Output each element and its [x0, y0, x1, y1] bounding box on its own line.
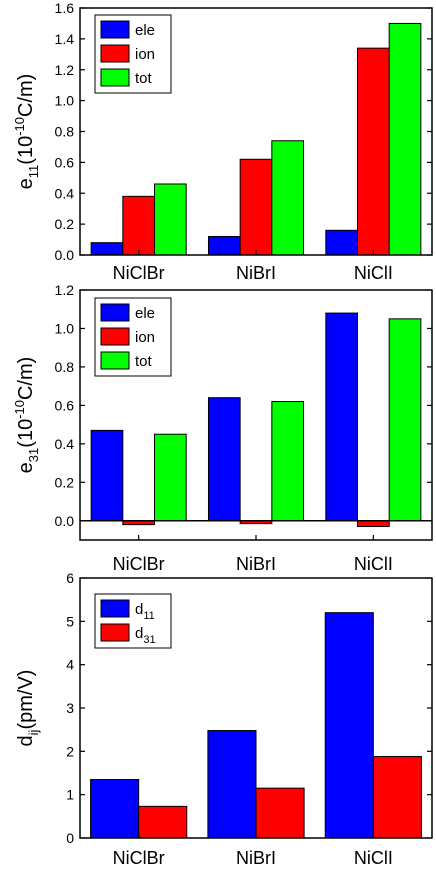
legend-swatch	[100, 68, 130, 87]
legend-label: tot	[135, 70, 153, 87]
x-tick-label: NiBrI	[236, 554, 276, 574]
y-tick-label: 0.2	[55, 216, 75, 232]
bar	[271, 401, 305, 522]
legend-label: d31	[135, 625, 156, 646]
x-tick-label: NiClI	[354, 554, 393, 574]
legend-swatch	[100, 623, 130, 642]
x-tick-label: NiBrI	[236, 848, 276, 868]
bar	[271, 140, 305, 256]
y-axis-label-part: 31	[26, 448, 41, 462]
y-axis-label: e31(10-10C/m)	[12, 357, 41, 474]
bar	[255, 787, 305, 839]
y-axis-label: dij(pm/V)	[15, 670, 41, 747]
plot-frame	[79, 577, 433, 839]
y-tick-label: 5	[66, 613, 74, 629]
y-axis-label-part: (10	[15, 419, 37, 448]
bar	[325, 312, 358, 522]
y-axis-label-part: e	[15, 462, 37, 473]
y-tick-label: 1.0	[55, 93, 75, 109]
plot-frame	[79, 7, 433, 256]
y-axis-label-part: C/m)	[15, 357, 37, 400]
y-tick-label: 0.6	[55, 154, 75, 170]
bar	[372, 756, 422, 839]
y-tick-label: 1.2	[55, 282, 75, 298]
y-tick-label: 1.2	[55, 62, 75, 78]
y-tick-label: 0.4	[55, 436, 75, 452]
legend-swatch	[100, 303, 130, 322]
y-tick-label: 1	[66, 787, 74, 803]
x-tick-label: NiClBr	[113, 554, 165, 574]
y-tick-label: 6	[66, 570, 74, 586]
bar	[138, 805, 188, 839]
y-axis-label-part: (pm/V)	[15, 670, 37, 730]
bar	[207, 397, 241, 522]
x-tick-label: NiClI	[354, 848, 393, 868]
legend-swatch	[100, 44, 130, 63]
x-tick-label: NiClBr	[113, 263, 165, 283]
x-tick-label: NiClBr	[113, 848, 165, 868]
y-tick-label: 3	[66, 700, 74, 716]
y-axis-label: e11(10-10C/m)	[12, 74, 41, 190]
y-tick-label: 2	[66, 743, 74, 759]
bar	[207, 730, 257, 839]
y-axis-label-part: (10	[15, 136, 37, 165]
plot-frame	[79, 289, 433, 541]
y-tick-label: 0.4	[55, 185, 75, 201]
legend-swatch	[100, 327, 130, 346]
bar	[325, 229, 358, 256]
y-tick-label: 1.4	[55, 31, 75, 47]
bar	[239, 158, 273, 256]
legend-label: ion	[135, 329, 155, 346]
legend-label: ion	[135, 46, 155, 63]
y-tick-label: 4	[66, 657, 74, 673]
bar	[90, 429, 124, 522]
bar	[388, 318, 422, 522]
y-axis-label-part: ij	[26, 729, 41, 735]
legend-swatch	[100, 599, 130, 618]
y-axis-label-part: e	[15, 178, 37, 189]
legend-swatch	[100, 20, 130, 39]
x-tick-label: NiBrI	[236, 263, 276, 283]
bar	[356, 47, 390, 256]
y-axis-label-part: -10	[12, 400, 27, 419]
bar	[90, 242, 124, 256]
bar	[122, 195, 156, 256]
bar	[324, 612, 374, 839]
bar	[154, 433, 187, 522]
y-tick-label: 0.8	[55, 124, 75, 140]
bar	[154, 183, 187, 256]
bar	[356, 520, 390, 528]
legend-label: tot	[135, 353, 153, 370]
y-tick-label: 0.2	[55, 474, 75, 490]
y-axis-label-part: C/m)	[15, 74, 37, 117]
bar	[90, 779, 140, 839]
y-tick-label: 1.6	[55, 0, 75, 16]
y-axis-label-part: 11	[26, 165, 41, 179]
y-tick-label: 0.0	[55, 247, 75, 263]
legend-swatch	[100, 351, 130, 370]
y-axis-label-part: d	[15, 735, 37, 746]
bar	[207, 235, 241, 256]
y-tick-label: 0.6	[55, 397, 75, 413]
legend-label: ele	[135, 22, 155, 39]
legend-label: ele	[135, 305, 155, 322]
y-tick-label: 0.8	[55, 359, 75, 375]
y-tick-label: 1.0	[55, 320, 75, 336]
y-tick-label: 0.0	[55, 513, 75, 529]
x-tick-label: NiClI	[354, 263, 393, 283]
bar	[388, 22, 422, 256]
legend-label: d11	[135, 601, 155, 622]
y-tick-label: 0	[66, 830, 74, 846]
y-axis-label-part: -10	[12, 117, 27, 136]
